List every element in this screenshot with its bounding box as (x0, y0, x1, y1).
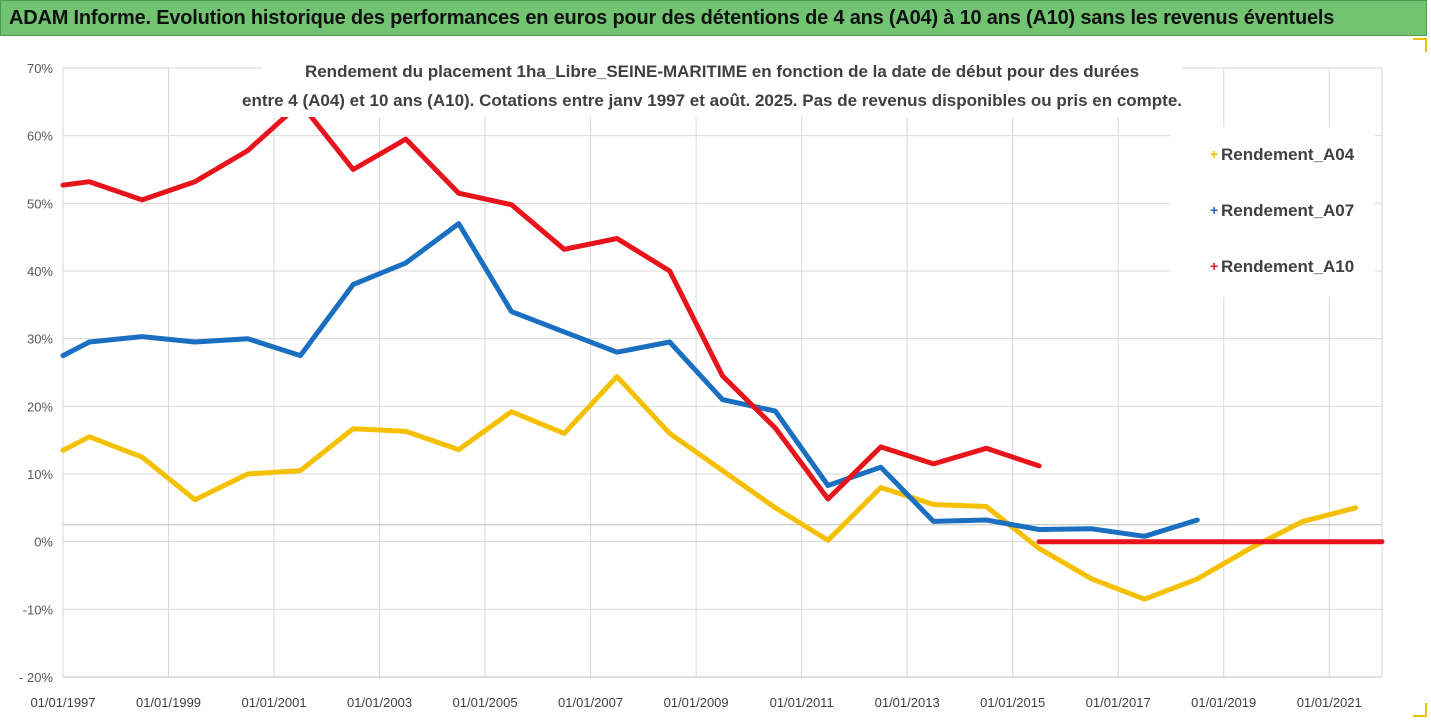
chart-title: Rendement du placement 1ha_Libre_SEINE-M… (242, 55, 1182, 117)
x-tick-label: 01/01/2015 (980, 695, 1045, 710)
y-tick-label: -10% (23, 602, 54, 617)
x-tick-label: 01/01/1997 (30, 695, 95, 710)
x-tick-label: 01/01/2017 (1086, 695, 1151, 710)
y-tick-label: 60% (27, 129, 53, 144)
x-tick-label: 01/01/2009 (664, 695, 729, 710)
series-line-rendement_a04 (60, 374, 1359, 602)
y-tick-label: - 20% (19, 670, 53, 685)
y-tick-label: 40% (27, 264, 53, 279)
y-tick-label: 0% (34, 535, 53, 550)
x-tick-label: 01/01/2007 (558, 695, 623, 710)
y-tick-label: 20% (27, 399, 53, 414)
legend: + Rendement_A04+ Rendement_A07+ Rendement_A… (1170, 127, 1375, 297)
y-tick-label: 10% (27, 467, 53, 482)
legend-label: Rendement_A07 (1221, 201, 1354, 220)
legend-marker: + (1210, 202, 1218, 218)
x-tick-label: 01/01/2003 (347, 695, 412, 710)
x-tick-label: 01/01/2019 (1191, 695, 1256, 710)
series-line-rendement_a07 (60, 221, 1200, 539)
x-tick-label: 01/01/2021 (1297, 695, 1362, 710)
x-tick-label: 01/01/2011 (770, 695, 834, 710)
line-chart: - 20% -10% 0% 10% 20% 30% 40% 50% 60% 70% 01/01/19… (19, 55, 1385, 710)
legend-marker: + (1210, 146, 1218, 162)
banner-title: ADAM Informe. Evolution historique des p… (9, 7, 1335, 29)
series-lines (60, 100, 1385, 602)
legend-marker: + (1210, 258, 1218, 274)
x-tick-label: 01/01/2013 (875, 695, 940, 710)
y-tick-label: 30% (27, 332, 53, 347)
legend-label: Rendement_A04 (1221, 145, 1355, 164)
grid (62, 67, 1383, 678)
corner-mark-bottom-right (1413, 703, 1427, 717)
legend-background (1170, 127, 1375, 297)
x-tick-label: 01/01/1999 (136, 695, 201, 710)
chart-title-line-1: Rendement du placement 1ha_Libre_SEINE-M… (305, 62, 1139, 81)
chart-title-line-2: entre 4 (A04) et 10 ans (A10). Cotations… (242, 91, 1182, 110)
x-tick-label: 01/01/2005 (453, 695, 518, 710)
chart-title-background (262, 55, 1182, 117)
chart-area: - 20% -10% 0% 10% 20% 30% 40% 50% 60% 70% 01/01/19… (0, 37, 1431, 721)
title-banner: ADAM Informe. Evolution historique des p… (0, 0, 1427, 36)
x-tick-label: 01/01/2001 (242, 695, 307, 710)
legend-label: Rendement_A10 (1221, 257, 1354, 276)
y-tick-label: 70% (27, 61, 53, 76)
y-tick-label: 50% (27, 196, 53, 211)
series-line-rendement_a10 (60, 100, 1042, 502)
corner-mark-top-right (1413, 38, 1427, 52)
axes: - 20% -10% 0% 10% 20% 30% 40% 50% 60% 70% 01/01/19… (19, 61, 1382, 710)
